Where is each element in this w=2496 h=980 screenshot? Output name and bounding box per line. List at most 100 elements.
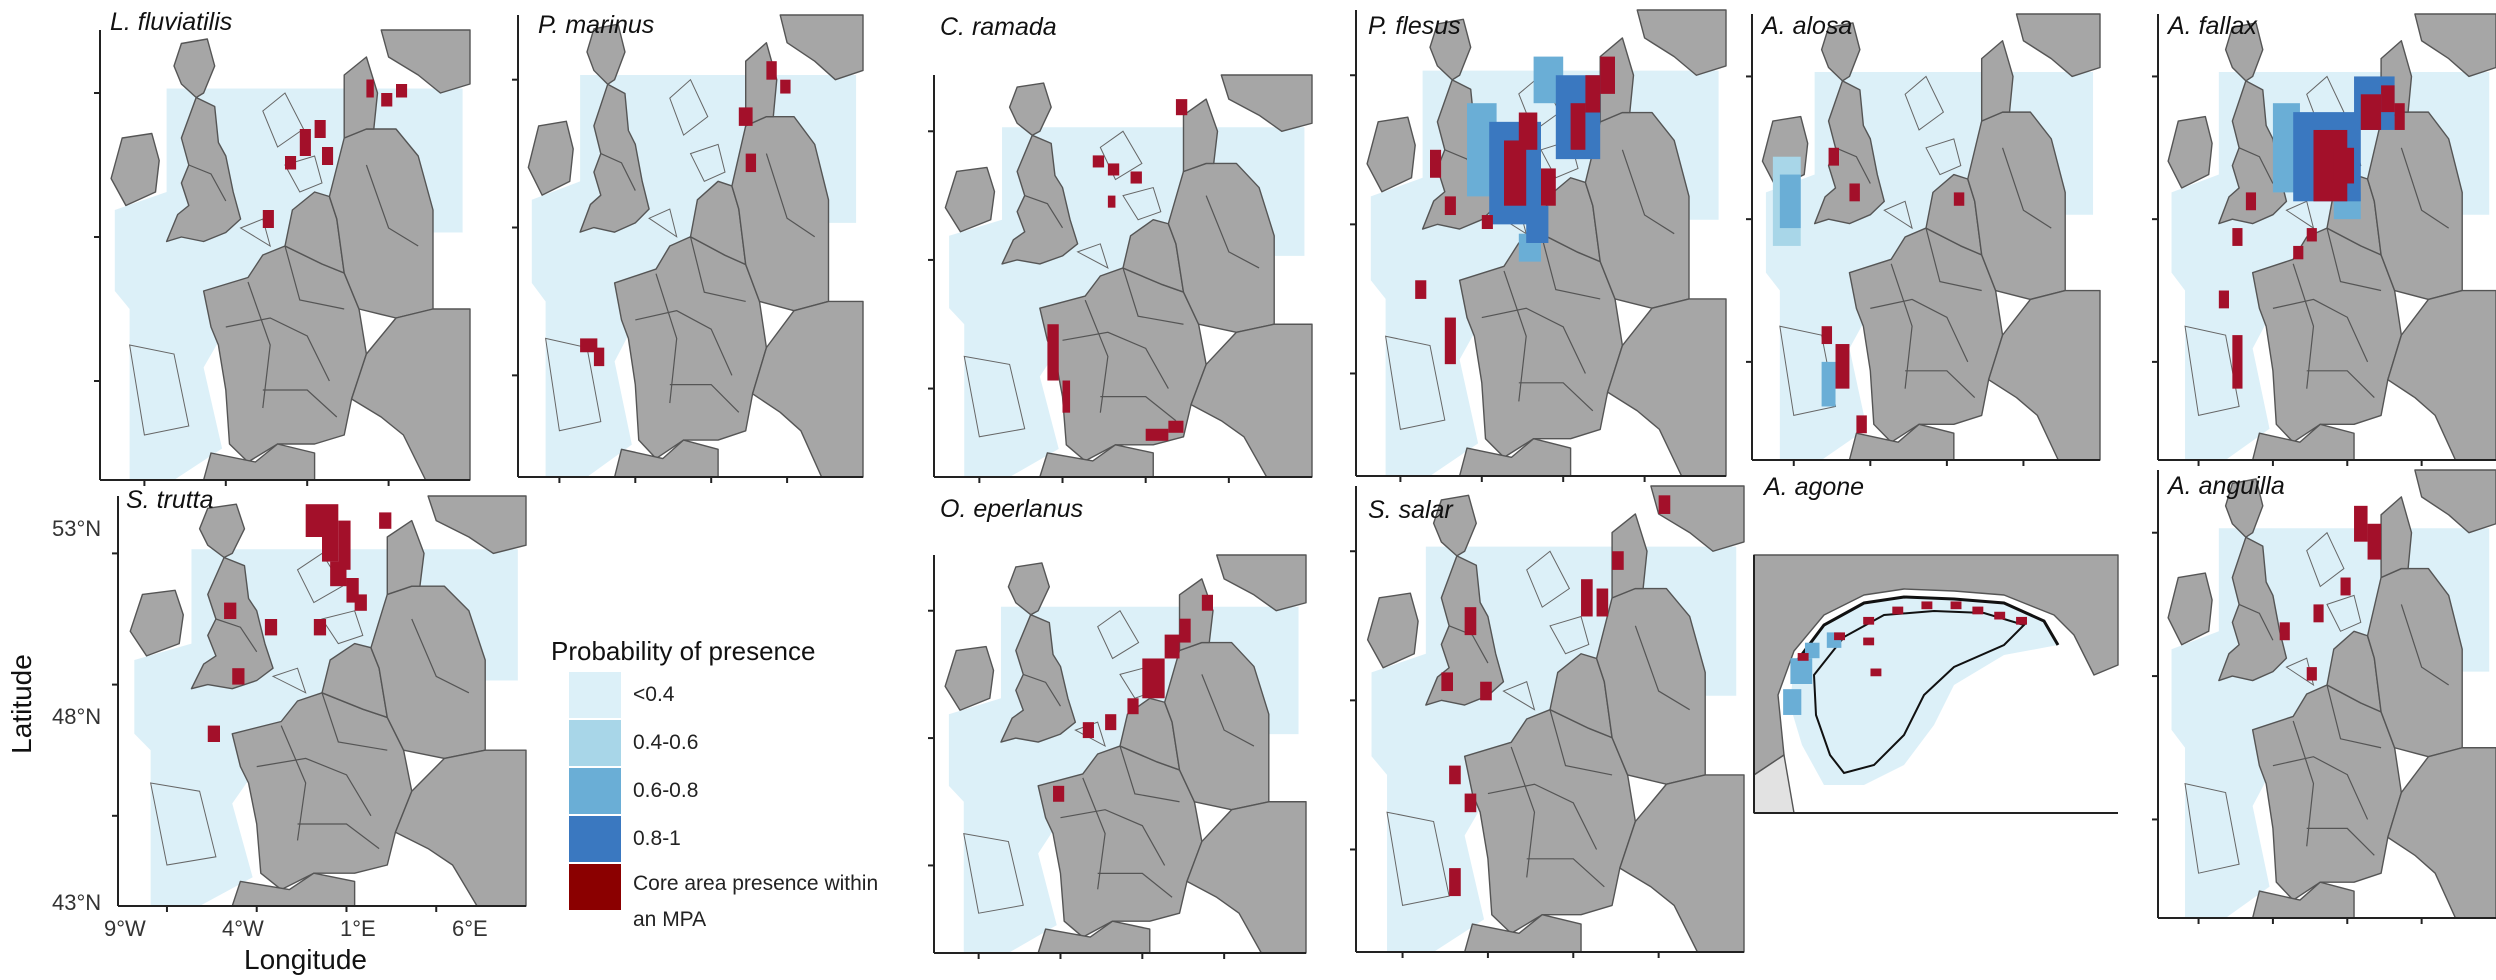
region-border — [411, 618, 470, 694]
region-border — [1518, 382, 1594, 412]
map-panel-a-fallax: A. fallax — [2152, 12, 2496, 466]
region-border — [1060, 809, 1166, 866]
land-france — [2251, 227, 2403, 443]
core-area-cell-cell — [1797, 653, 1809, 661]
region-border — [1062, 331, 1169, 389]
map-a-fallax — [2152, 13, 2496, 466]
x-tick-label: 4°W — [222, 916, 264, 941]
core-area-cell-cell — [1464, 793, 1477, 813]
core-area-cell-cell — [580, 338, 598, 353]
core-area-cell-cell — [264, 619, 278, 636]
core-area-cells — [1821, 147, 1965, 434]
land-britain — [2218, 536, 2288, 682]
core-area-cell-cell — [1994, 611, 2006, 620]
region-border — [1503, 270, 1527, 402]
region-border — [321, 692, 388, 751]
base-map — [1753, 554, 2119, 814]
core-area-cell-cell — [1835, 344, 1850, 389]
panel-title: C. ramada — [940, 13, 1057, 41]
mpa-outline — [669, 78, 709, 136]
map-p-marinus — [512, 14, 864, 483]
region-border — [2238, 147, 2274, 184]
panel-title: P. flesus — [1368, 12, 1461, 40]
land-ireland — [110, 132, 160, 207]
core-area-cells — [1441, 495, 1671, 897]
land-scotland — [2224, 478, 2264, 538]
base-map — [512, 14, 864, 483]
core-area-cell-cell — [1870, 668, 1882, 677]
core-area-cell-cell — [313, 619, 327, 636]
mpa-outline — [1883, 200, 1913, 230]
legend-item: <0.4 — [569, 672, 889, 718]
core-area-cell-cell — [322, 504, 339, 562]
legend-item: 0.8-1 — [569, 816, 889, 862]
land-norway — [2414, 13, 2496, 78]
map-a-anguilla — [2152, 469, 2496, 924]
legend-swatch — [569, 864, 621, 910]
core-area-cell-cell — [1444, 317, 1456, 365]
land-ireland — [1366, 116, 1416, 193]
mpa-outline — [2326, 594, 2362, 632]
core-area-cells — [1415, 56, 1615, 365]
legend-label: 0.8-1 — [633, 827, 681, 850]
core-area-cells — [207, 504, 392, 742]
core-area-cell-cell — [1953, 192, 1965, 206]
land-britain — [1001, 134, 1079, 265]
region-border — [2272, 298, 2369, 363]
core-area-cell-cell — [1480, 681, 1492, 701]
core-area-cell-cell — [2381, 85, 2395, 113]
land-norway — [1636, 9, 1727, 76]
region-border — [655, 273, 678, 404]
land-denmark — [1980, 40, 2014, 122]
land-ireland — [2167, 572, 2213, 646]
region-border — [297, 823, 380, 850]
map-panel-o-eperlanus: O. eperlanus — [928, 495, 1307, 959]
land-norway — [2414, 469, 2496, 534]
y-tick-label: 53°N — [52, 516, 102, 541]
land-france — [1039, 267, 1207, 462]
region-border — [1205, 195, 1260, 269]
core-area-cell-cell — [2218, 290, 2229, 309]
legend-swatch — [569, 720, 621, 766]
mpa-outline — [1386, 811, 1450, 906]
core-area-cell-cell — [1082, 722, 1094, 739]
panel-title: P. marinus — [538, 11, 655, 39]
panel-title: S. salar — [1368, 496, 1453, 524]
core-area-cell-cell — [2306, 667, 2317, 681]
mpa-outline — [544, 337, 602, 432]
region-border — [1510, 746, 1536, 878]
core-area-cells — [262, 79, 408, 228]
region-border — [1119, 745, 1180, 803]
map-panel-a-agone: A. agone — [1753, 473, 2119, 814]
map-o-eperlanus — [928, 554, 1307, 959]
y-tick-label: 43°N — [52, 890, 102, 915]
map-panel-p-flesus: P. flesus — [1350, 9, 1727, 482]
core-area-cell-cell — [305, 504, 322, 537]
core-area-cell-cell — [1849, 183, 1860, 202]
x-axis-title: Longitude — [244, 944, 368, 975]
panel-title: A. agone — [1764, 473, 1865, 501]
core-area-cell-cell — [2313, 604, 2324, 623]
land-france — [613, 236, 768, 460]
map-panel-s-salar: S. salar — [1350, 485, 1745, 958]
core-area-cell-cell — [1828, 147, 1839, 166]
core-area-cells — [1047, 99, 1188, 441]
legend-label: 0.6-0.8 — [633, 779, 699, 802]
core-area-cell-cell — [1612, 551, 1624, 570]
core-area-cell-cell — [285, 156, 297, 170]
region-border — [284, 245, 345, 310]
mpa-outline — [1097, 609, 1140, 660]
mpa-outline — [128, 344, 190, 436]
region-border — [247, 281, 271, 409]
legend-label: 0.4-0.6 — [633, 731, 699, 754]
y-axis-title: Latitude — [5, 654, 37, 754]
region-border — [669, 384, 740, 413]
land-france-italy — [1753, 554, 2119, 776]
core-area-cell-cell — [1145, 428, 1169, 441]
core-area-cell-cell — [354, 594, 367, 611]
legend-item: 0.4-0.6 — [569, 720, 889, 766]
map-l-fluviatilis — [94, 29, 471, 486]
land-norway — [427, 495, 527, 555]
region-border — [1097, 872, 1173, 898]
region-border — [1905, 370, 1976, 398]
